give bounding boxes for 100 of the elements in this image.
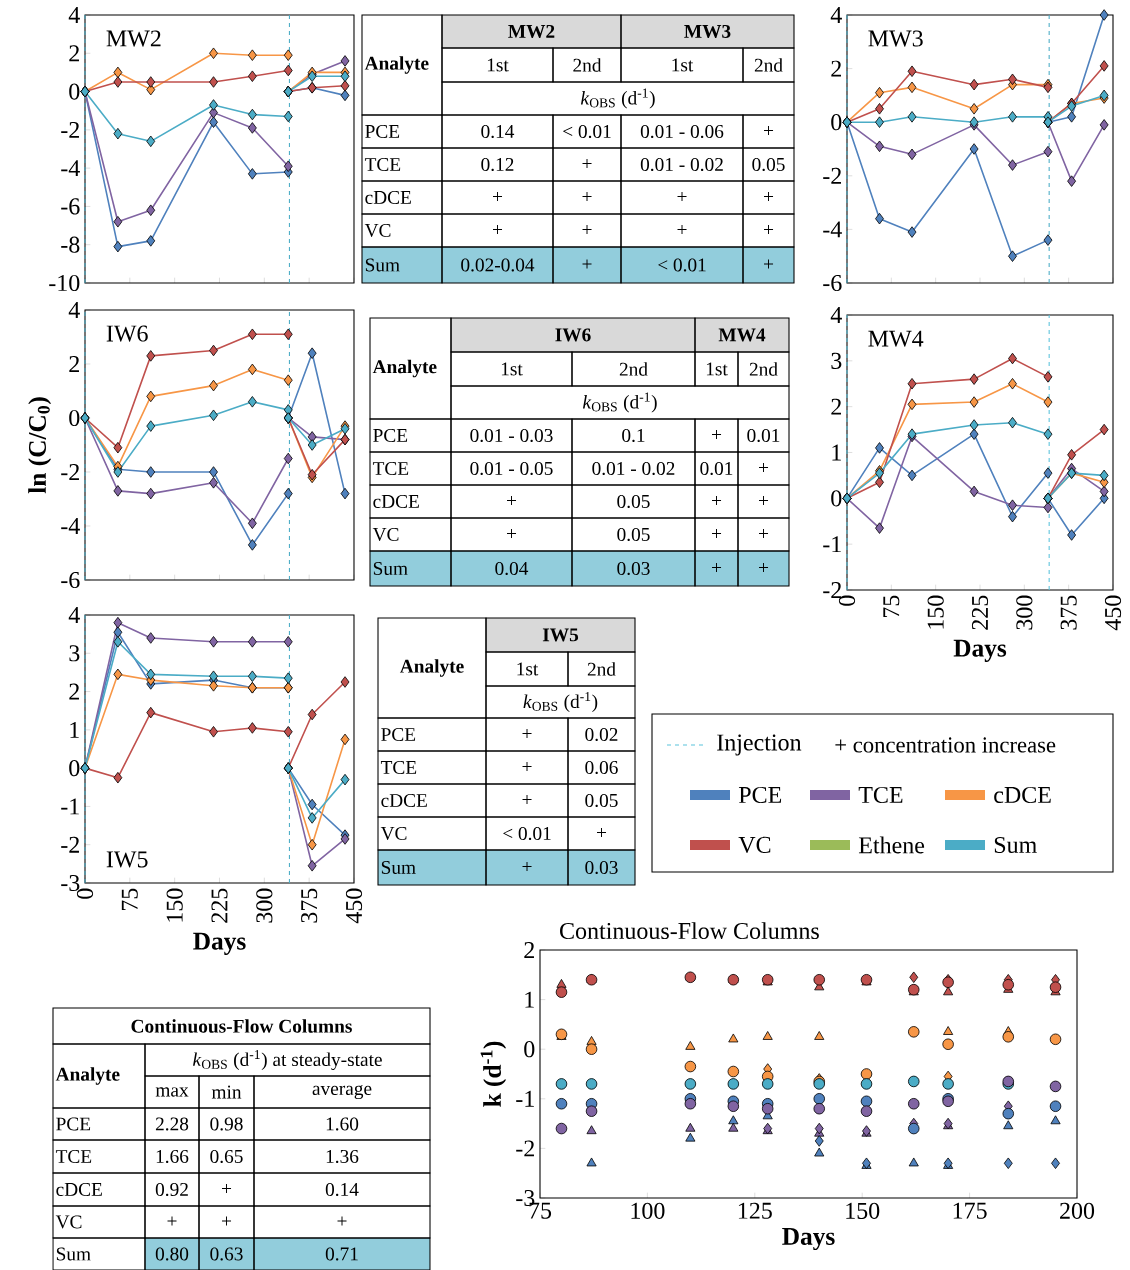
text: + [597,828,607,838]
text: 0.04 [495,561,529,576]
x-tick-label: 300 [1016,595,1033,630]
text: 0.02-0.04 [461,258,535,272]
y-tick-label: -2 [823,582,841,598]
text: 0.01 [747,428,780,443]
text: + [167,1216,177,1226]
y-axis-title: ln (C/C$_{0}$) [28,397,52,494]
text: 0.01 - 0.02 [592,461,675,476]
text: + [222,1184,232,1194]
text: 2nd [754,58,783,72]
text: Sum [56,1247,91,1261]
text: + [759,496,769,506]
y-tick-label: 0 [69,409,80,427]
text: IW5 [106,851,148,868]
text: + [222,1216,232,1226]
text: 2nd [749,362,778,376]
x-tick-label: 125 [738,1202,772,1219]
x-tick-label: 0 [838,595,856,606]
y-tick-label: -6 [61,571,80,589]
y-tick-label: 4 [68,7,80,23]
y-tick-label: -2 [823,167,841,184]
text: 2.28 [155,1117,189,1131]
y-tick-label: -1 [61,798,79,815]
text: 0.65 [210,1149,243,1164]
text: 1st [517,662,539,676]
text: + [759,563,769,573]
text: + [582,259,592,269]
text: 0.02 [585,727,618,742]
text: + [507,496,517,506]
text: Analyte [372,359,437,378]
chart-title: MW2 [106,30,161,47]
text: + concentration increase [835,737,1056,753]
y-tick-label: -2 [61,836,79,853]
text: 0.05 [617,527,650,542]
text: + [712,496,722,506]
x-tick-label: 75 [883,595,900,618]
text: 0.80 [155,1247,189,1261]
chart-title: MW3 [868,30,923,47]
y-tick-label: -1 [823,536,841,553]
text: average [312,1084,372,1100]
text: 0.01 - 0.06 [640,124,724,139]
text: 0.63 [210,1247,243,1261]
text: + [522,729,532,739]
y-tick-label: 2 [69,356,79,372]
text: + [712,529,722,539]
text: 0.12 [481,157,514,172]
text: + [522,795,532,805]
y-tick-label: -4 [823,221,842,238]
text: + [337,1216,347,1226]
text: Sum [365,258,400,272]
text: 0.03 [617,561,650,576]
legend-label: VC [738,836,771,854]
y-tick-label: 4 [68,607,80,623]
text: MW2 [508,24,555,39]
text: + [582,159,592,169]
legend-label: Ethene [858,836,925,854]
x-tick-label: 175 [953,1202,987,1219]
text: k$_{OBS}$ (d$^{-1}$) at steady-state [193,1049,382,1071]
text: PCE [381,728,416,741]
text: TCE [55,1150,92,1163]
text: cDCE [373,494,419,508]
text: 0.06 [585,760,618,775]
text: cDCE [381,794,427,807]
text: 2nd [619,362,648,376]
text: 0.05 [752,157,785,172]
text: + [582,192,592,202]
y-tick-label: -8 [61,236,80,253]
text: 0.01 [700,461,733,476]
y-tick-label: 2 [831,60,841,77]
text: + [507,529,517,539]
y-tick-label: 3 [831,352,842,369]
text: k$_{OBS}$ (d$^{-1}$) [580,88,655,109]
y-tick-label: 2 [69,45,79,62]
x-tick-label: 150 [166,888,183,922]
text: 0.14 [325,1182,359,1197]
text: VC [372,527,399,542]
y-tick-label: -2 [516,1140,534,1157]
y-tick-label: -2 [61,121,79,138]
text: PCE [56,1117,91,1131]
text: Analyte [364,56,429,74]
text: + [712,430,722,440]
text: 0.92 [155,1182,188,1197]
text: < 0.01 [658,258,706,272]
y-tick-label: 1 [525,991,534,1008]
y-tick-label: 2 [831,398,841,415]
y-tick-label: -10 [49,274,80,292]
x-axis-title: Days [193,932,246,955]
x-tick-label: 300 [256,888,273,923]
text: 1st [672,58,694,72]
y-tick-label: -6 [823,274,842,292]
y-tick-label: 0 [831,114,842,131]
text: 1st [706,362,728,376]
legend-label: TCE [858,786,903,804]
y-tick-label: 0 [831,490,842,507]
legend-label: cDCE [994,786,1051,804]
chart-title: MW4 [868,330,924,347]
y-tick-label: 2 [69,683,79,700]
x-tick-label: 450 [1104,595,1122,631]
text: 1st [501,362,523,376]
